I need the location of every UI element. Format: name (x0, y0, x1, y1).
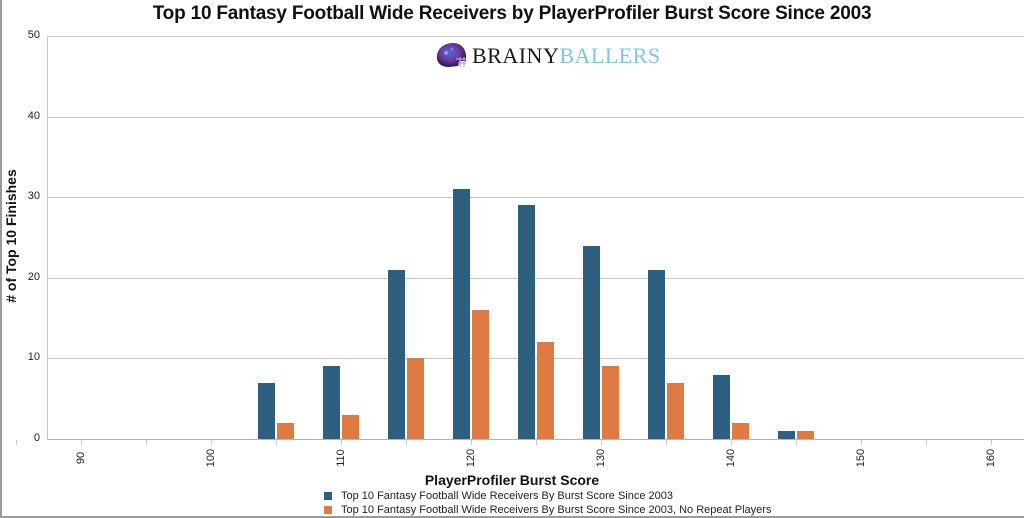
x-tick-mark (211, 440, 212, 445)
x-tick-label: 110 (335, 449, 347, 467)
x-tick-mark (471, 440, 472, 445)
gridline (47, 117, 1024, 118)
x-tick-label: 130 (595, 448, 607, 468)
bar-no-repeat (407, 358, 424, 439)
bar-all-finishes (778, 431, 795, 439)
y-tick-label: 10 (27, 351, 40, 363)
y-axis-line (47, 36, 48, 440)
bar-all-finishes (388, 270, 405, 439)
gridline (47, 36, 1024, 37)
bar-no-repeat (797, 431, 814, 439)
legend-item-no-repeat: Top 10 Fantasy Football Wide Receivers B… (324, 503, 771, 517)
x-tick-mark (731, 440, 732, 445)
bar-no-repeat (602, 366, 619, 439)
bar-all-finishes (583, 246, 600, 439)
x-axis-line (47, 439, 1024, 440)
y-tick-label: 40 (27, 110, 40, 122)
x-tick-mark (861, 440, 862, 445)
y-tick-label: 50 (27, 29, 40, 41)
chart-title: Top 10 Fantasy Football Wide Receivers b… (152, 3, 872, 24)
legend-item-all: Top 10 Fantasy Football Wide Receivers B… (324, 489, 771, 503)
bar-all-finishes (258, 383, 275, 439)
logo-text-ballers: BALLERS (559, 43, 661, 68)
x-axis-label: PlayerProfiler Burst Score (424, 472, 600, 488)
bar-all-finishes (713, 375, 730, 439)
x-tick-mark (991, 440, 992, 445)
x-tick-mark (536, 440, 537, 445)
bar-all-finishes (323, 366, 340, 439)
bar-all-finishes (518, 205, 535, 439)
legend-swatch-blue (324, 492, 332, 500)
bar-no-repeat (732, 423, 749, 439)
x-tick-mark (406, 440, 407, 445)
x-tick-mark (796, 440, 797, 445)
bar-all-finishes (453, 189, 470, 439)
x-tick-label: 150 (855, 448, 867, 468)
x-tick-mark (926, 440, 927, 445)
x-tick-label: 140 (725, 448, 737, 468)
football-helmet-icon (436, 43, 466, 67)
y-tick-label: 30 (27, 190, 40, 202)
y-tick-label: 0 (33, 432, 40, 444)
y-axis-label: # of Top 10 Finishes (3, 169, 19, 303)
bar-all-finishes (648, 270, 665, 439)
x-tick-mark (276, 440, 277, 445)
bar-no-repeat (472, 310, 489, 439)
x-tick-mark (16, 440, 17, 445)
bar-no-repeat (342, 415, 359, 439)
legend-label: Top 10 Fantasy Football Wide Receivers B… (341, 504, 772, 516)
x-tick-mark (341, 440, 342, 445)
x-tick-mark (601, 440, 602, 445)
x-tick-label: 160 (985, 448, 997, 468)
y-tick-label: 20 (27, 271, 40, 283)
x-tick-mark (146, 440, 147, 445)
gridline (47, 197, 1024, 198)
legend: Top 10 Fantasy Football Wide Receivers B… (324, 489, 771, 517)
x-tick-mark (666, 440, 667, 445)
gridline (47, 358, 1024, 359)
gridline (47, 278, 1024, 279)
bar-no-repeat (667, 383, 684, 439)
x-tick-mark (81, 440, 82, 445)
brainyballers-logo: BRAINYBALLERS (434, 41, 661, 71)
bar-no-repeat (537, 342, 554, 439)
logo-text-brainy: BRAINY (472, 43, 560, 68)
x-tick-label: 90 (75, 451, 87, 465)
x-tick-label: 100 (205, 448, 217, 468)
legend-swatch-orange (324, 506, 332, 514)
bar-no-repeat (277, 423, 294, 439)
x-tick-label: 120 (465, 448, 477, 468)
legend-label: Top 10 Fantasy Football Wide Receivers B… (341, 490, 673, 502)
